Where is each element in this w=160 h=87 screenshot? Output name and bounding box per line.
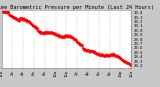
Title: Milwaukee Barometric Pressure per Minute (Last 24 Hours): Milwaukee Barometric Pressure per Minute… [0,5,154,10]
